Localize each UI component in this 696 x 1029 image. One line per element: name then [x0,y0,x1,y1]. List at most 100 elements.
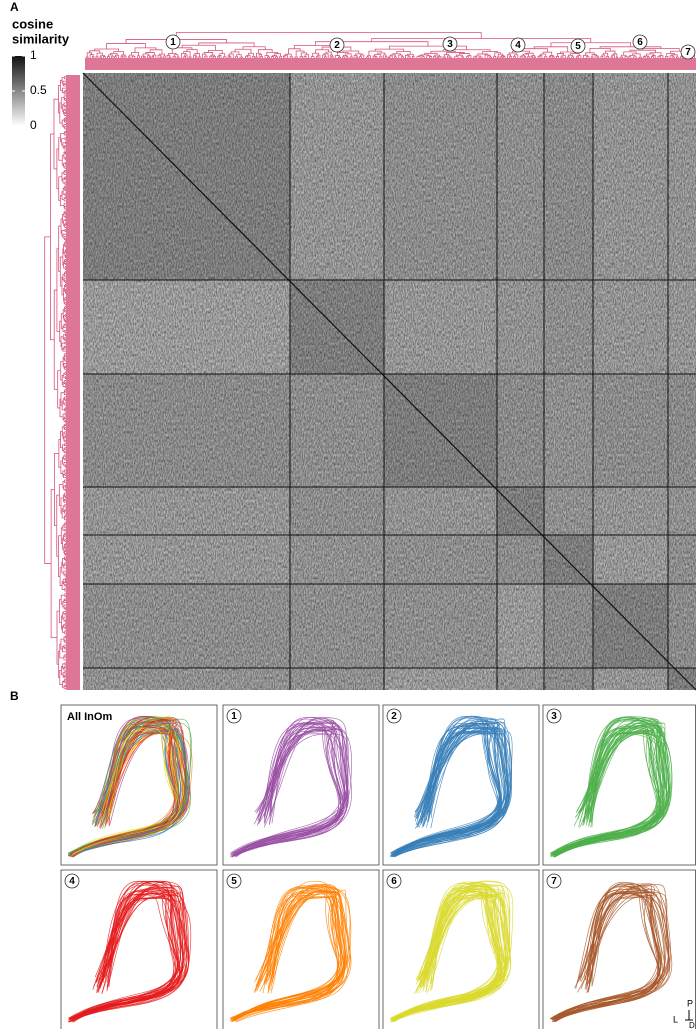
dendrogram-branch [509,56,512,58]
dendrogram-branch [64,302,66,305]
dendrogram-branch [64,623,66,626]
panel-title: All InOm [67,711,112,723]
dendrogram-branch [62,104,65,113]
dendrogram-branch [65,238,66,241]
dendrogram-branch [217,56,220,58]
dendrogram-branch [400,56,404,58]
neuron-trace [392,719,501,857]
dendrogram-branch [64,241,66,244]
dendrogram-branch [65,407,66,410]
neuron-trace [235,890,339,1022]
dendrogram-branch [643,55,649,57]
dendrogram-branch [342,50,360,54]
dendrogram-branch [446,52,465,55]
dendrogram-branch [64,457,66,461]
dendrogram-branch [392,53,401,56]
dendrogram-branch [234,48,252,54]
dendrogram-branch [64,283,66,287]
dendrogram-branch [64,484,66,488]
neuron-trace [72,718,176,855]
dendrogram-branch [63,599,66,604]
neuron-trace [233,726,352,856]
neuron-trace [232,717,348,856]
neuron-trace [391,727,503,857]
dendrogram-branch [60,361,64,381]
dendrogram-branch [64,469,66,473]
dendrogram-branch [64,75,66,80]
dendrogram-branch [533,46,569,52]
dendrogram-branch [64,479,66,483]
dendrogram-branch [96,52,103,57]
cluster-label: 7 [685,47,691,58]
dendrogram-branch [552,56,555,58]
neuron-trace [234,889,339,1021]
dendrogram-branch [283,55,286,58]
dendrogram-branch [56,148,59,190]
dendrogram-branch [561,54,566,58]
dendrogram-branch [60,430,63,449]
dendrogram-branch [679,56,683,58]
dendrogram-branch [159,53,165,57]
dendrogram-branch [665,56,669,58]
dendrogram-branch [64,323,66,326]
dendrogram-branch [58,84,61,114]
dendrogram-branch [500,56,503,58]
dendrogram-branch [64,161,66,165]
dendrogram-branch [467,55,472,58]
dendrogram-branch [430,50,456,54]
dendrogram-branch [64,353,66,357]
dendrogram-branch [64,117,66,120]
dendrogram-branch [111,55,114,58]
dendrogram-branch [108,54,113,57]
dendrogram-branch [228,56,232,58]
panel-label: A [10,0,19,14]
dendrogram-branch [64,562,66,566]
neuron-trace [393,730,508,854]
dendrogram-branch [63,611,66,615]
dendrogram-branch [64,674,66,677]
neuron-trace [393,721,509,856]
dendrogram-branch [64,626,66,629]
dendrogram-branch [143,56,146,58]
dendrogram-branch [159,56,163,58]
dendrogram-branch [335,55,340,58]
dendrogram-branch [64,382,66,385]
neuron-trace [232,722,342,855]
dendrogram-branch [421,56,425,58]
cluster-badge [329,37,345,53]
dendrogram-branch [64,464,66,468]
dendrogram-branch [60,313,64,330]
neuron-trace [71,880,188,1020]
neuron-trace [390,893,507,1019]
cluster-badge [570,38,586,54]
dendrogram-branch [437,56,442,58]
neuron-panel: 4 [60,869,218,1029]
dendrogram-branch [183,51,191,57]
dendrogram-branch [64,538,66,542]
neuron-trace [72,718,178,858]
dendrogram-branch [64,587,66,592]
dendrogram-branch [223,56,227,58]
dendrogram-branch [596,56,600,58]
panel-badge [226,873,242,889]
dendrogram-branch [63,186,66,191]
dendrogram-branch [384,56,388,58]
dendrogram-branch [64,389,66,393]
dendrogram-branch [59,398,64,418]
dendrogram-branch [507,54,511,58]
dendrogram-branch [63,644,66,649]
dendrogram-branch [64,607,66,611]
dendrogram-branch [63,324,66,329]
dendrogram-branch [383,54,387,58]
panel-badge [546,708,562,724]
neuron-trace [394,892,508,1019]
neuron-trace [391,893,500,1022]
dendrogram-branch [64,584,66,587]
dendrogram-branch [58,484,63,507]
dendrogram-branch [64,205,66,210]
neuron-trace [550,888,671,1020]
dendrogram-branch [208,49,223,54]
dendrogram-branch [62,381,66,388]
dendrogram-branch [172,56,176,58]
dendrogram-branch [436,56,440,58]
